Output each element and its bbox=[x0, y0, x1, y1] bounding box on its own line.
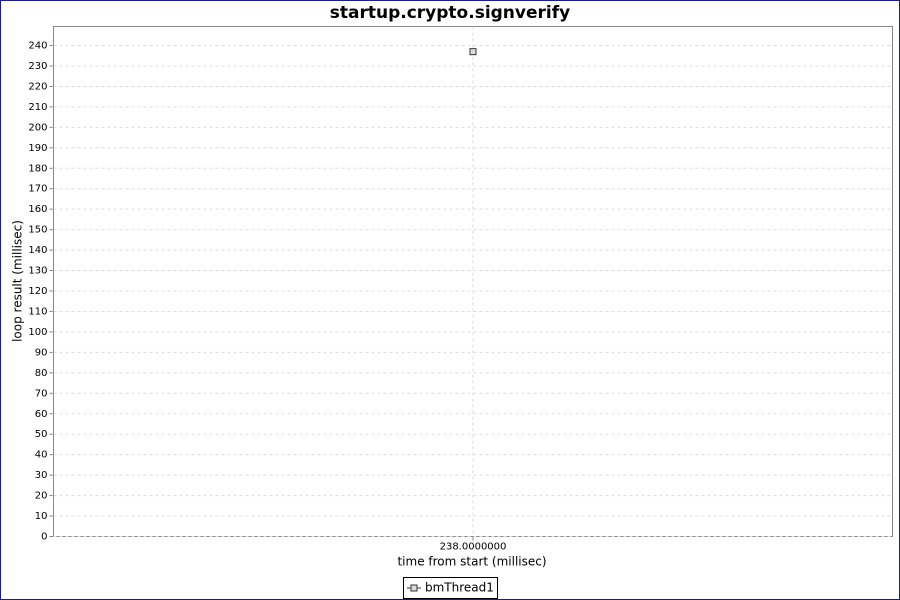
y-tick-label: 110 bbox=[28, 306, 47, 317]
y-tick-label: 190 bbox=[28, 143, 47, 154]
y-tick-label: 40 bbox=[35, 450, 48, 461]
y-tick-label: 210 bbox=[28, 102, 47, 113]
y-tick-label: 50 bbox=[35, 429, 48, 440]
y-tick-label: 0 bbox=[41, 532, 47, 543]
y-tick-label: 100 bbox=[28, 327, 47, 338]
y-tick-label: 60 bbox=[35, 409, 48, 420]
legend-marker bbox=[410, 584, 418, 592]
y-tick-label: 130 bbox=[28, 266, 47, 277]
chart-title: startup.crypto.signverify bbox=[330, 3, 570, 23]
y-tick-label: 10 bbox=[35, 511, 48, 522]
legend-box bbox=[403, 577, 498, 599]
y-tick-label: 20 bbox=[35, 491, 48, 502]
y-tick-label: 150 bbox=[28, 225, 47, 236]
x-tick-label: 238.0000000 bbox=[440, 542, 507, 553]
y-tick-label: 230 bbox=[28, 61, 47, 72]
data-point bbox=[469, 48, 477, 56]
y-tick-label: 120 bbox=[28, 286, 47, 297]
y-tick-label: 170 bbox=[28, 184, 47, 195]
y-tick-label: 220 bbox=[28, 81, 47, 92]
x-axis-label: time from start (millisec) bbox=[397, 555, 546, 569]
y-tick-label: 140 bbox=[28, 245, 47, 256]
y-tick-label: 70 bbox=[35, 388, 48, 399]
y-tick-label: 180 bbox=[28, 163, 47, 174]
legend-label: bmThread1 bbox=[425, 581, 494, 595]
legend: bmThread1 bbox=[403, 577, 498, 599]
y-tick-label: 240 bbox=[28, 41, 47, 52]
y-tick-label: 200 bbox=[28, 122, 47, 133]
y-tick-label: 160 bbox=[28, 204, 47, 215]
y-axis-label: loop result (millisec) bbox=[11, 220, 25, 342]
y-tick-label: 90 bbox=[35, 347, 48, 358]
y-tick-label: 30 bbox=[35, 470, 48, 481]
y-tick-label: 80 bbox=[35, 368, 48, 379]
